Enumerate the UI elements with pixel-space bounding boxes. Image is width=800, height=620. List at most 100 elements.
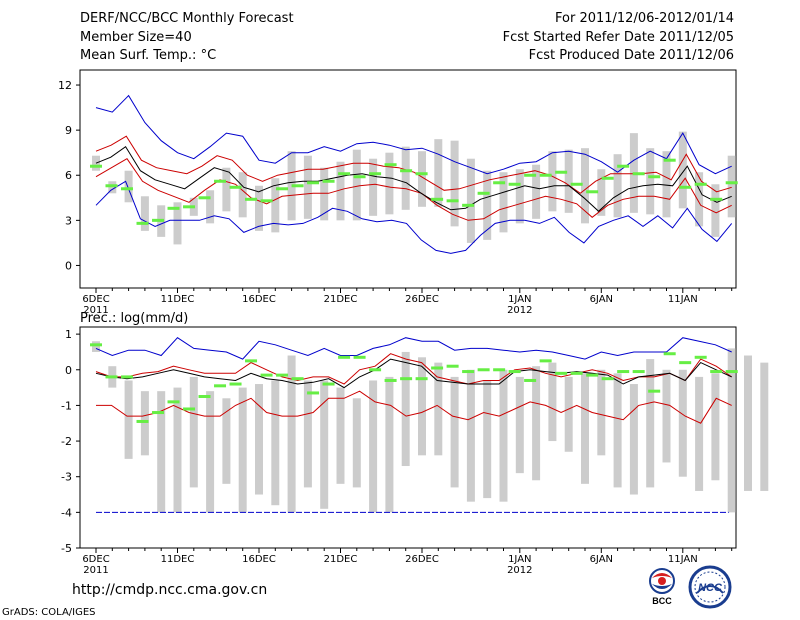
ensemble-box [189,376,198,488]
member-size: Member Size=40 [80,30,192,45]
ensemble-box [140,196,149,231]
ensemble-box [206,391,215,513]
observed-marker [307,391,320,395]
ncc-logo-text: NCC [698,582,723,594]
source-url[interactable]: http://cmdp.ncc.cma.gov.cn [72,582,268,598]
observed-marker [198,395,211,399]
ensemble-box [678,131,687,209]
observed-marker [679,361,692,365]
ensemble-box [238,172,247,218]
ensemble-box [450,376,459,488]
ensemble-box [629,384,638,495]
ensemble-box [418,357,426,456]
ensemble-box [401,146,410,210]
x-tick-label: 11DEC [161,554,195,565]
ensemble-box [140,391,149,456]
x-tick-label: 16DEC [242,554,276,565]
observed-marker [632,172,645,176]
observed-marker [167,400,180,404]
ensemble-box [303,155,312,219]
x-tick-label: 6JAN [590,294,613,305]
observed-marker [338,355,351,359]
ensemble-box [760,362,769,491]
ensemble-box [385,152,394,215]
x-tick-label: 6DEC [82,294,109,305]
observed-marker [136,419,149,423]
ensemble-box [532,164,541,219]
observed-marker [90,164,102,168]
observed-marker [400,377,413,381]
chart-title: DERF/NCC/BCC Monthly Forecast [80,11,294,26]
observed-marker [710,370,723,374]
ensemble-box [173,202,182,245]
ensemble-box [124,170,133,203]
ensemble-box [548,151,557,212]
observed-marker [539,173,552,177]
observed-marker [710,197,723,201]
x-tick-label: 2012 [507,305,532,316]
y-tick-label: 0 [65,364,72,377]
ensemble-box [157,391,166,513]
observed-marker [276,187,289,191]
x-tick-label: 6JAN [590,554,613,565]
ensemble-box [238,387,247,513]
observed-marker [384,378,397,382]
series-line-sd_lower [95,158,732,221]
bcc-logo-icon: BCC [649,568,675,606]
ensemble-box [320,167,329,221]
ensemble-box [222,398,231,484]
ensemble-box [418,151,426,207]
ensemble-box [581,148,589,224]
observed-marker [214,384,227,388]
x-tick-label: 26DEC [405,294,439,305]
observed-marker [725,370,738,374]
ensemble-box [695,376,704,491]
ensemble-box [434,362,443,456]
plot-frame [79,326,737,549]
observed-marker [508,370,521,374]
ensemble-box [727,348,736,513]
ensemble-box [92,155,100,171]
ensemble-box [385,376,394,513]
observed-marker [524,378,537,382]
series-line-mean [95,358,732,389]
observed-marker [694,182,707,186]
ensemble-box [515,169,524,224]
observed-marker [508,182,521,186]
ensemble-box [352,398,361,488]
series-line-mean [95,145,732,212]
series-line-sd_upper [95,353,732,385]
observed-marker [353,175,366,179]
observed-marker [586,190,599,194]
ensemble-box [548,362,557,442]
observed-marker [617,370,630,374]
y-tick-label: 1 [65,328,72,341]
series-line-sd_upper [95,135,732,194]
y-tick-label: -1 [61,399,72,412]
x-tick-label: 11JAN [668,294,698,305]
observed-marker [229,185,242,189]
observed-marker [431,197,444,201]
grads-credit: GrADS: COLA/IGES [2,607,96,618]
plot-frame [79,69,737,289]
y-tick-label: 6 [65,169,72,182]
x-tick-label: 21DEC [324,554,358,565]
ensemble-box [483,380,492,499]
ensemble-box [450,140,459,227]
observed-marker [477,191,490,195]
observed-marker [245,359,258,363]
precip-panel-title: Prec.: log(mm/d) [80,311,189,326]
observed-marker [648,175,661,179]
observed-marker [384,163,397,167]
ensemble-box [564,149,573,213]
ensemble-box [271,178,280,233]
observed-marker [369,172,382,176]
ensemble-box [287,355,296,513]
observed-marker [260,373,273,377]
ensemble-box [434,139,443,207]
observed-marker [493,368,506,372]
observed-marker [663,352,676,356]
ensemble-box [711,373,720,481]
